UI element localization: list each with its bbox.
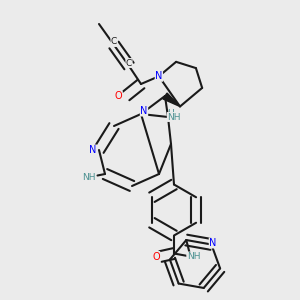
Text: N: N	[140, 106, 148, 116]
Text: O: O	[115, 91, 122, 101]
Text: N: N	[155, 71, 163, 81]
Text: C: C	[126, 58, 132, 68]
Polygon shape	[163, 93, 180, 106]
Text: C: C	[111, 38, 117, 46]
Text: NH: NH	[187, 252, 200, 261]
Text: O: O	[152, 251, 160, 262]
Text: N: N	[209, 238, 217, 248]
Text: H: H	[168, 110, 174, 118]
Text: N: N	[89, 145, 97, 155]
Text: NH: NH	[167, 112, 181, 122]
Text: NH: NH	[82, 172, 95, 182]
